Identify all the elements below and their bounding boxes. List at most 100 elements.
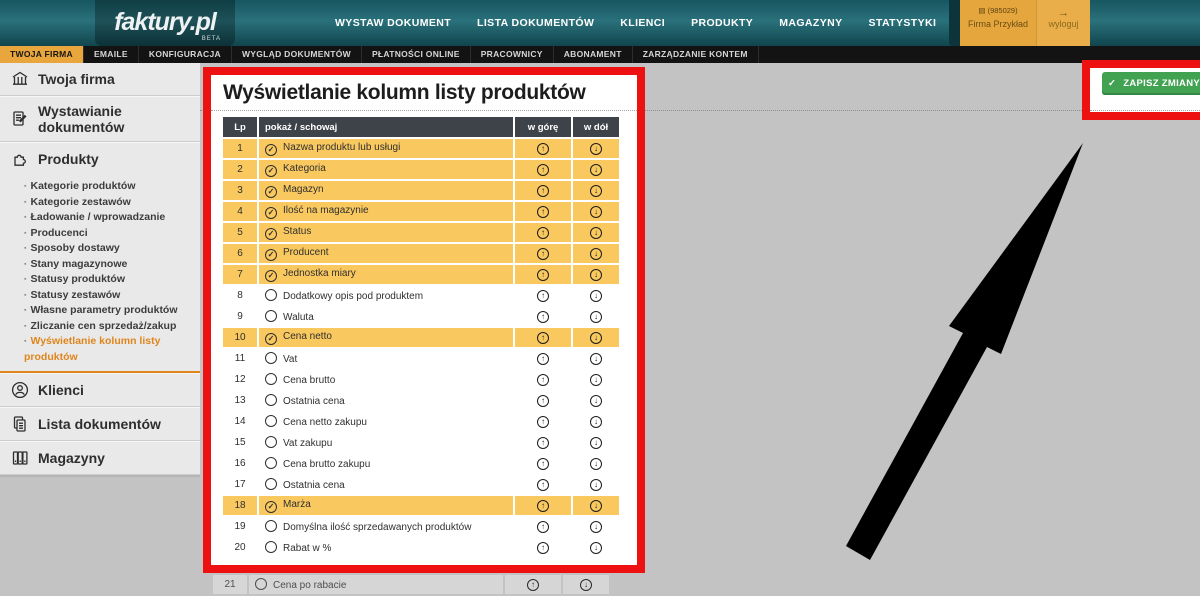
move-up-icon[interactable]: ↑	[537, 184, 549, 197]
column-label[interactable]: Cena po rabacie	[273, 580, 347, 591]
sidebar-item-producenci[interactable]: ▪ Producenci	[24, 226, 88, 239]
sidebar-item-zliczanie-cen-sprzeda-zakup[interactable]: ▪ Zliczanie cen sprzedaż/zakup	[24, 319, 177, 332]
unchecked-circle-icon[interactable]	[265, 352, 277, 364]
checked-circle-icon[interactable]: ✓	[265, 164, 277, 177]
move-up-icon[interactable]: ↑	[537, 499, 549, 512]
move-down-icon[interactable]: ↓	[590, 520, 602, 533]
column-label[interactable]: Cena netto	[283, 330, 332, 342]
move-up-icon[interactable]: ↑	[527, 578, 539, 591]
column-label[interactable]: Dodatkowy opis pod produktem	[283, 291, 424, 302]
unchecked-circle-icon[interactable]	[265, 457, 277, 469]
column-label[interactable]: Vat	[283, 354, 298, 365]
move-down-icon[interactable]: ↓	[590, 163, 602, 176]
move-down-icon[interactable]: ↓	[590, 205, 602, 218]
move-down-icon[interactable]: ↓	[590, 457, 602, 470]
subnav-item-pracownicy[interactable]: PRACOWNICY	[471, 46, 554, 63]
logout-button[interactable]: → wyloguj	[1036, 0, 1090, 46]
subnav-item-p-atno-ci-online[interactable]: PŁATNOŚCI ONLINE	[362, 46, 471, 63]
unchecked-circle-icon[interactable]	[265, 478, 277, 490]
subnav-item-emaile[interactable]: EMAILE	[84, 46, 139, 63]
subnav-item-konfiguracja[interactable]: KONFIGURACJA	[139, 46, 232, 63]
sidebar-item-statusy-zestaw-w[interactable]: ▪ Statusy zestawów	[24, 288, 121, 301]
checked-circle-icon[interactable]: ✓	[265, 143, 277, 156]
unchecked-circle-icon[interactable]	[265, 436, 277, 448]
unchecked-circle-icon[interactable]	[265, 394, 277, 406]
move-down-icon[interactable]: ↓	[590, 310, 602, 323]
column-label[interactable]: Producent	[283, 246, 329, 258]
unchecked-circle-icon[interactable]	[265, 541, 277, 553]
move-down-icon[interactable]: ↓	[590, 226, 602, 239]
move-up-icon[interactable]: ↑	[537, 247, 549, 260]
subnav-item-twoja-firma[interactable]: TWOJA FIRMA	[0, 46, 84, 63]
move-up-icon[interactable]: ↑	[537, 352, 549, 365]
brand-logo[interactable]: faktury.pl BETA	[95, 0, 235, 46]
nav-item-klienci[interactable]: KLIENCI	[620, 17, 666, 29]
unchecked-circle-icon[interactable]	[255, 578, 267, 590]
move-up-icon[interactable]: ↑	[537, 478, 549, 491]
subnav-item-zarz-dzanie-kontem[interactable]: ZARZĄDZANIE KONTEM	[633, 46, 759, 63]
unchecked-circle-icon[interactable]	[265, 520, 277, 532]
checked-circle-icon[interactable]: ✓	[265, 206, 277, 219]
nav-item-statystyki[interactable]: STATYSTYKI	[868, 17, 937, 29]
column-label[interactable]: Ostatnia cena	[283, 396, 345, 407]
sidebar-item-produkty[interactable]: Produkty	[0, 142, 200, 175]
column-label[interactable]: Vat zakupu	[283, 438, 333, 449]
move-down-icon[interactable]: ↓	[590, 142, 602, 155]
unchecked-circle-icon[interactable]	[265, 310, 277, 322]
nav-item-wystaw-dokument[interactable]: WYSTAW DOKUMENT	[335, 17, 452, 29]
sidebar-item-w-asne-parametry-produkt-w[interactable]: ▪ Własne parametry produktów	[24, 304, 178, 316]
move-up-icon[interactable]: ↑	[537, 394, 549, 407]
column-label[interactable]: Cena brutto zakupu	[283, 459, 371, 470]
move-up-icon[interactable]: ↑	[537, 268, 549, 281]
save-button[interactable]: ✓ ZAPISZ ZMIANY	[1102, 72, 1200, 95]
checked-circle-icon[interactable]: ✓	[265, 332, 277, 345]
column-label[interactable]: Rabat w %	[283, 543, 332, 554]
sidebar-item-magazyny[interactable]: Magazyny	[0, 441, 200, 475]
sidebar-item-stany-magazynowe[interactable]: ▪ Stany magazynowe	[24, 257, 128, 270]
move-down-icon[interactable]: ↓	[590, 478, 602, 491]
move-down-icon[interactable]: ↓	[590, 415, 602, 428]
column-label[interactable]: Ostatnia cena	[283, 480, 345, 491]
move-up-icon[interactable]: ↑	[537, 457, 549, 470]
subnav-item-abonament[interactable]: ABONAMENT	[554, 46, 633, 63]
move-up-icon[interactable]: ↑	[537, 541, 549, 554]
checked-circle-icon[interactable]: ✓	[265, 185, 277, 198]
move-up-icon[interactable]: ↑	[537, 142, 549, 155]
move-up-icon[interactable]: ↑	[537, 520, 549, 533]
move-down-icon[interactable]: ↓	[590, 289, 602, 302]
sidebar-item-statusy-produkt-w[interactable]: ▪ Statusy produktów	[24, 273, 125, 285]
unchecked-circle-icon[interactable]	[265, 289, 277, 301]
sidebar-item-adowanie-wprowadzanie[interactable]: ▪ Ładowanie / wprowadzanie	[24, 211, 166, 223]
column-label[interactable]: Domyślna ilość sprzedawanych produktów	[283, 522, 472, 533]
nav-item-lista-dokument-w[interactable]: LISTA DOKUMENTÓW	[477, 17, 595, 29]
column-label[interactable]: Ilość na magazynie	[283, 204, 369, 216]
sidebar-item-wy-wietlanie-kolumn-listy-produkt-w[interactable]: ▪ Wyświetlanie kolumn listy produktów	[24, 335, 161, 363]
nav-item-magazyny[interactable]: MAGAZYNY	[779, 17, 843, 29]
move-up-icon[interactable]: ↑	[537, 205, 549, 218]
unchecked-circle-icon[interactable]	[265, 373, 277, 385]
move-down-icon[interactable]: ↓	[590, 499, 602, 512]
column-label[interactable]: Cena netto zakupu	[283, 417, 367, 428]
checked-circle-icon[interactable]: ✓	[265, 500, 277, 513]
move-up-icon[interactable]: ↑	[537, 331, 549, 344]
column-label[interactable]: Kategoria	[283, 162, 326, 174]
move-down-icon[interactable]: ↓	[590, 247, 602, 260]
column-label[interactable]: Magazyn	[283, 183, 324, 195]
checked-circle-icon[interactable]: ✓	[265, 248, 277, 261]
column-label[interactable]: Jednostka miary	[283, 267, 356, 279]
move-down-icon[interactable]: ↓	[590, 436, 602, 449]
move-down-icon[interactable]: ↓	[590, 541, 602, 554]
sidebar-item-sposoby-dostawy[interactable]: ▪ Sposoby dostawy	[24, 242, 120, 254]
checked-circle-icon[interactable]: ✓	[265, 269, 277, 282]
move-up-icon[interactable]: ↑	[537, 163, 549, 176]
move-up-icon[interactable]: ↑	[537, 436, 549, 449]
account-button[interactable]: ▤ (985029) Firma Przykład	[960, 0, 1036, 46]
column-label[interactable]: Marża	[283, 498, 311, 510]
move-up-icon[interactable]: ↑	[537, 373, 549, 386]
move-down-icon[interactable]: ↓	[590, 373, 602, 386]
move-down-icon[interactable]: ↓	[590, 184, 602, 197]
nav-item-produkty[interactable]: PRODUKTY	[691, 17, 754, 29]
move-up-icon[interactable]: ↑	[537, 415, 549, 428]
move-down-icon[interactable]: ↓	[590, 268, 602, 281]
move-up-icon[interactable]: ↑	[537, 310, 549, 323]
